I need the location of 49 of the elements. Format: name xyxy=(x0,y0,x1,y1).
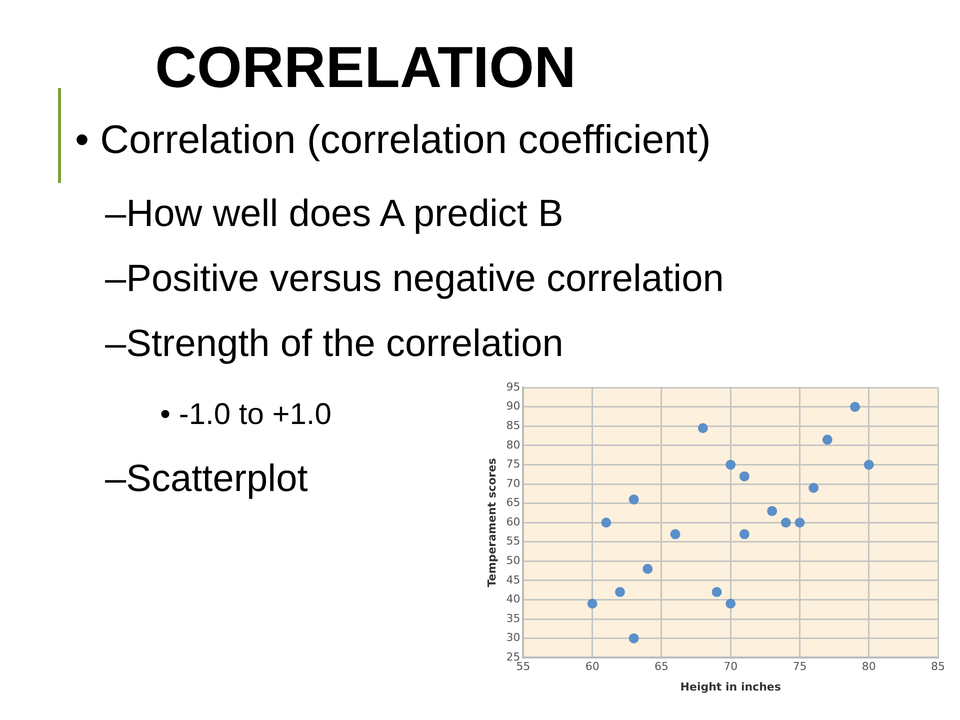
point xyxy=(628,494,639,504)
y-tick-label: 80 xyxy=(506,438,520,452)
y-tick-label: 50 xyxy=(506,554,520,568)
y-tick-label: 70 xyxy=(506,476,520,490)
point xyxy=(614,587,625,598)
y-tick-label: 45 xyxy=(506,573,520,586)
text: • -1.0 to +1.0 xyxy=(160,398,332,432)
x-tick-label: 65 xyxy=(654,660,668,674)
point xyxy=(628,633,639,644)
text: –Positive versus negative correlation xyxy=(105,258,724,301)
y-tick-label: 65 xyxy=(506,496,520,510)
point xyxy=(726,598,736,609)
y-tick-label: 60 xyxy=(506,515,520,528)
x-tick-label: 60 xyxy=(585,660,600,674)
y-tick-label: 40 xyxy=(506,592,520,606)
point xyxy=(642,564,653,574)
y-tick-label: 85 xyxy=(506,419,520,432)
text: –Scatterplot xyxy=(105,458,308,501)
point xyxy=(739,471,750,482)
chart-title: CORRELATION xyxy=(155,34,576,101)
point xyxy=(698,423,708,434)
x-tick-label: 75 xyxy=(792,660,807,674)
point xyxy=(670,529,680,540)
x-tick-label: 80 xyxy=(862,660,876,674)
x-tick-label: 85 xyxy=(931,660,945,674)
text: • Correlation (correlation coefficient) xyxy=(75,118,711,163)
y-tick-label: 35 xyxy=(506,612,520,625)
point xyxy=(808,482,819,493)
point xyxy=(780,518,791,528)
point xyxy=(739,529,750,540)
y-axis-title: Temperament scores xyxy=(485,458,498,588)
point xyxy=(850,402,860,412)
point xyxy=(726,460,736,470)
y-tick-label: 30 xyxy=(506,631,520,644)
point xyxy=(767,506,778,516)
point xyxy=(794,518,805,528)
point xyxy=(712,587,722,598)
y-tick-label: 55 xyxy=(506,534,520,548)
point xyxy=(587,598,598,609)
point xyxy=(822,434,832,445)
text: –Strength of the correlation xyxy=(105,323,564,366)
point xyxy=(864,460,874,470)
point xyxy=(601,518,612,528)
y-tick-label: 75 xyxy=(506,458,520,471)
text: –How well does A predict B xyxy=(105,193,564,236)
x-axis-title: Height in inches xyxy=(680,680,782,694)
y-tick-label: 95 xyxy=(506,380,520,394)
x-tick-label: 70 xyxy=(724,660,738,674)
y-tick-label: 90 xyxy=(506,400,520,413)
